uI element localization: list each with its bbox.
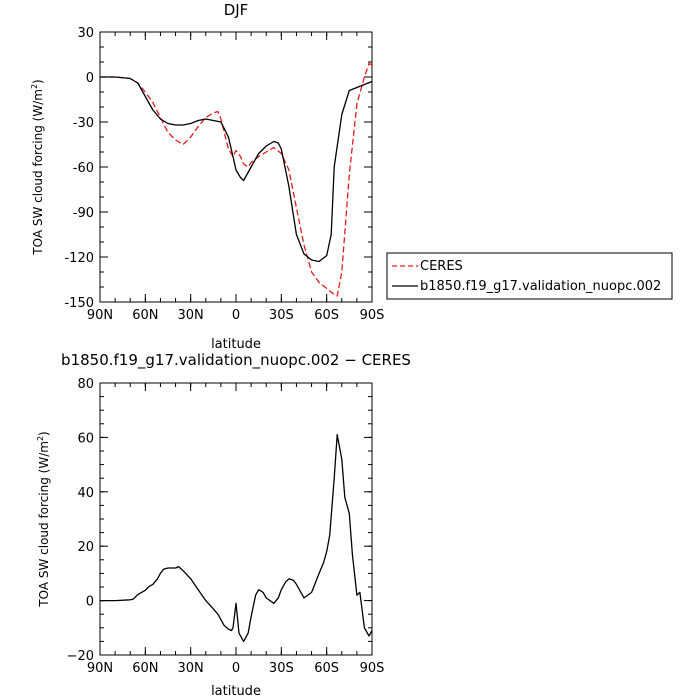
legend-label-ceres: CERES: [420, 259, 463, 274]
top-x-axis-label: latitude: [211, 337, 261, 352]
top-legend: CERES b1850.f19_g17.validation_nuopc.002: [386, 252, 673, 300]
top-y-axis-label-sup: 2: [30, 84, 39, 89]
y-tick-label: −20: [67, 649, 94, 664]
x-tick-label: 60N: [132, 661, 158, 676]
x-tick-label: 30N: [178, 661, 204, 676]
bottom-panel: b1850.f19_g17.validation_nuopc.002 − CER…: [36, 351, 411, 699]
top-y-axis-label: TOA SW cloud forcing (W/m2): [30, 79, 45, 255]
y-tick-label: 20: [77, 540, 94, 555]
y-tick-label: 60: [77, 431, 94, 446]
y-tick-label: -30: [73, 116, 94, 131]
top-panel: DJF 90N 60N 30N 0 30S 60S 90S -150 -120 -90 -60 -3…: [30, 1, 673, 352]
bottom-x-axis-label: latitude: [211, 684, 261, 699]
y-tick-label: 30: [77, 26, 94, 41]
y-tick-label: 0: [86, 71, 94, 86]
legend-box: [386, 252, 673, 300]
bottom-y-tick-labels: −20 0 20 40 60 80: [67, 377, 94, 664]
x-tick-label: 30S: [269, 661, 294, 676]
x-tick-label: 30N: [178, 308, 204, 323]
y-tick-label: 40: [77, 486, 94, 501]
x-tick-label: 60S: [314, 308, 339, 323]
top-ticks: [99, 31, 373, 303]
legend-label-model: b1850.f19_g17.validation_nuopc.002: [420, 279, 661, 294]
x-tick-label: 90S: [360, 661, 385, 676]
series-line-top-1: [100, 76, 373, 263]
bottom-ticks: [99, 382, 373, 656]
y-tick-label: -60: [73, 161, 94, 176]
bottom-y-axis-label: TOA SW cloud forcing (W/m2): [36, 431, 51, 607]
y-tick-label: -90: [73, 206, 94, 221]
bottom-x-tick-labels: 90N 60N 30N 0 30S 60S 90S: [87, 661, 385, 676]
x-tick-label: 60S: [314, 661, 339, 676]
series-line-bot-0: [100, 434, 373, 643]
bottom-y-axis-label-close: ): [37, 431, 51, 436]
top-series-lines: [100, 62, 373, 297]
y-tick-label: 0: [86, 595, 94, 610]
top-plot-frame: [99, 31, 373, 303]
y-tick-label: 80: [77, 377, 94, 392]
top-y-axis-label-main: TOA SW cloud forcing (W/m: [31, 89, 45, 256]
x-tick-label: 90N: [87, 308, 113, 323]
bottom-y-axis-label-sup: 2: [36, 436, 45, 441]
bottom-title: b1850.f19_g17.validation_nuopc.002 − CER…: [61, 351, 411, 370]
x-tick-label: 0: [232, 308, 240, 323]
x-tick-label: 90N: [87, 661, 113, 676]
top-title: DJF: [224, 1, 249, 19]
series-line-top-0: [100, 62, 373, 297]
x-tick-label: 30S: [269, 308, 294, 323]
bottom-series-lines: [100, 434, 373, 643]
bottom-y-axis-label-main: TOA SW cloud forcing (W/m: [37, 441, 51, 608]
y-tick-label: -150: [64, 296, 94, 311]
x-tick-label: 60N: [132, 308, 158, 323]
top-x-tick-labels: 90N 60N 30N 0 30S 60S 90S: [87, 308, 385, 323]
top-y-axis-label-close: ): [31, 79, 45, 84]
y-tick-label: -120: [64, 251, 94, 266]
top-y-tick-labels: -150 -120 -90 -60 -30 0 30: [64, 26, 94, 311]
x-tick-label: 90S: [360, 308, 385, 323]
x-tick-label: 0: [232, 661, 240, 676]
